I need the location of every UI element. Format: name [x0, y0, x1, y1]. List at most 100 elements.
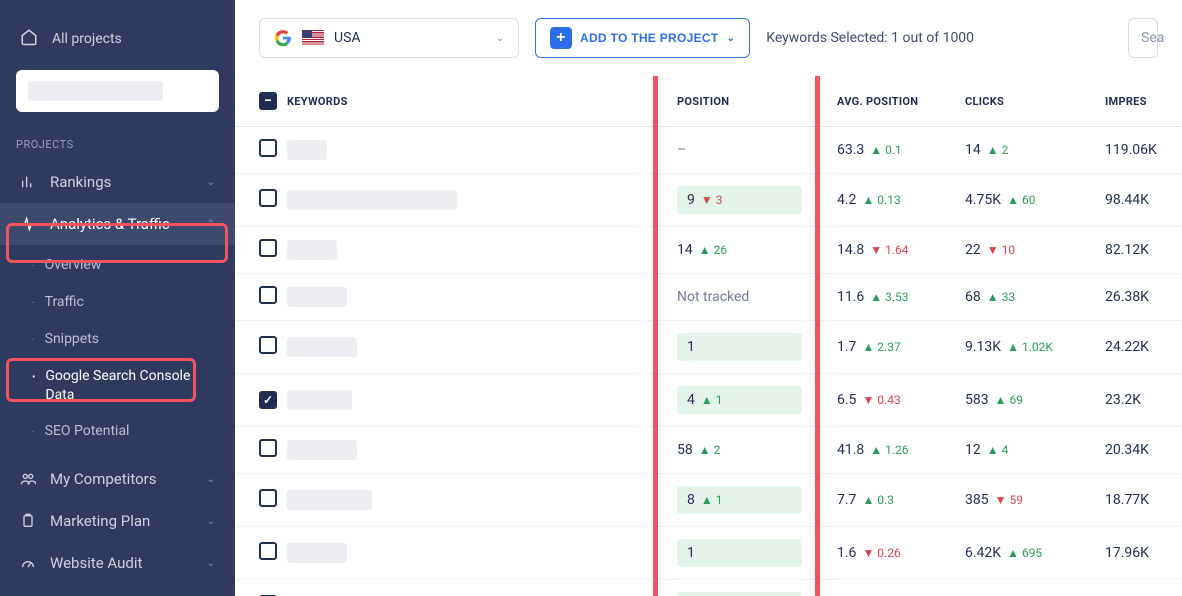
table-row: 4▲ 1 6.5▼ 0.43 583▲ 69 23.2K [235, 374, 1182, 427]
sub-label: Traffic [45, 293, 84, 312]
projects-section-label: PROJECTS [0, 130, 235, 161]
nav-label: Website Audit [50, 554, 142, 572]
sub-item-snippets[interactable]: · Snippets [0, 321, 235, 358]
impressions-value: 18.77K [1105, 492, 1177, 508]
sub-label: Overview [45, 256, 102, 275]
delta-down-icon: ▼ 1.64 [870, 243, 908, 257]
delta-up-icon: ▲ 69 [995, 393, 1023, 407]
keywords-table-wrap: KEYWORDS POSITION AVG. POSITION CLICKS I… [235, 76, 1182, 596]
th-keywords[interactable]: KEYWORDS [277, 76, 667, 127]
position-pill: 6▲ 2 [677, 592, 802, 596]
row-checkbox[interactable] [259, 239, 277, 257]
sub-item-gsc[interactable]: • Google Search Console Data [0, 358, 235, 414]
row-checkbox[interactable] [259, 336, 277, 354]
th-checkbox[interactable] [235, 76, 277, 127]
sidebar-item-competitors[interactable]: My Competitors ⌄ [0, 458, 235, 500]
position-value: 1 [687, 545, 695, 561]
keywords-table: KEYWORDS POSITION AVG. POSITION CLICKS I… [235, 76, 1182, 596]
delta-up-icon: ▲ 2 [699, 443, 721, 457]
all-projects-link[interactable]: All projects [0, 18, 235, 60]
country-label: USA [334, 30, 361, 46]
search-input[interactable]: Sea [1128, 18, 1158, 58]
sidebar-item-analytics[interactable]: Analytics & Traffic ⌃ [0, 203, 235, 245]
main-content: USA ⌄ + ADD TO THE PROJECT ⌄ Keywords Se… [235, 0, 1182, 596]
row-checkbox[interactable] [259, 189, 277, 207]
dot-icon: · [32, 330, 35, 348]
keyword-placeholder [287, 190, 457, 210]
sub-label: SEO Potential [45, 422, 130, 441]
position-value: 1 [687, 339, 695, 355]
dot-icon: · [32, 422, 35, 440]
table-row: 9▼ 3 4.2▲ 0.13 4.75K▲ 60 98.44K [235, 174, 1182, 227]
bars-icon [20, 174, 36, 190]
row-checkbox[interactable] [259, 286, 277, 304]
delta-down-icon: ▼ 59 [995, 493, 1023, 507]
clicks-value: 22▼ 10 [965, 242, 1085, 258]
selected-count: Keywords Selected: 1 out of 1000 [766, 30, 974, 46]
chevron-down-icon: ⌄ [496, 33, 504, 44]
impressions-value: 98.44K [1105, 192, 1177, 208]
sub-item-seo-potential[interactable]: · SEO Potential [0, 413, 235, 450]
position-value: 58▲ 2 [677, 442, 817, 458]
minus-icon [259, 92, 277, 110]
analytics-sub-list: · Overview · Traffic · Snippets • Google… [0, 245, 235, 458]
delta-up-icon: ▲ 33 [987, 290, 1015, 304]
row-checkbox[interactable] [259, 542, 277, 560]
delta-up-icon: ▲ 1.26 [870, 443, 908, 457]
delta-down-icon: ▼ 0.43 [862, 393, 900, 407]
clicks-value: 12▲ 4 [965, 442, 1085, 458]
google-icon [274, 29, 292, 47]
th-impressions[interactable]: IMPRES [1095, 76, 1182, 127]
th-avg-position[interactable]: AVG. POSITION [827, 76, 955, 127]
delta-up-icon: ▲ 695 [1007, 546, 1042, 560]
row-checkbox[interactable] [259, 489, 277, 507]
project-select[interactable] [16, 70, 219, 112]
keyword-placeholder [287, 337, 357, 357]
impressions-value: 24.22K [1105, 339, 1177, 355]
avg-position-value: 4.2▲ 0.13 [837, 192, 945, 208]
toolbar: USA ⌄ + ADD TO THE PROJECT ⌄ Keywords Se… [235, 0, 1182, 76]
delta-down-icon: ▼ 0.26 [862, 546, 900, 560]
us-flag-icon [302, 30, 324, 46]
delta-up-icon: ▲ 1 [701, 393, 723, 407]
table-row: 6▲ 2 8.8 416▲ 59 17.83K [235, 580, 1182, 596]
country-select[interactable]: USA ⌄ [259, 18, 519, 58]
sidebar-item-audit[interactable]: Website Audit ⌄ [0, 542, 235, 584]
sidebar-item-rankings[interactable]: Rankings ⌄ [0, 161, 235, 203]
delta-up-icon: ▲ 2 [987, 143, 1009, 157]
position-value: 8 [687, 492, 695, 508]
table-row: Not tracked 11.6▲ 3.53 68▲ 33 26.38K [235, 274, 1182, 321]
clicks-value: 68▲ 33 [965, 289, 1085, 305]
sidebar: All projects PROJECTS Rankings ⌄ Analyti… [0, 0, 235, 596]
chevron-up-icon: ⌃ [207, 219, 215, 230]
delta-up-icon: ▲ 1.02K [1007, 340, 1053, 354]
th-position[interactable]: POSITION [667, 76, 827, 127]
impressions-value: 119.06K [1105, 142, 1177, 158]
keyword-placeholder [287, 490, 372, 510]
keyword-placeholder [287, 287, 347, 307]
avg-position-value: 14.8▼ 1.64 [837, 242, 945, 258]
dot-icon: · [32, 256, 35, 274]
row-checkbox[interactable] [259, 439, 277, 457]
position-pill: 1 [677, 539, 802, 567]
sidebar-item-marketing[interactable]: Marketing Plan ⌄ [0, 500, 235, 542]
clicks-value: 14▲ 2 [965, 142, 1085, 158]
delta-down-icon: ▼ 3 [701, 193, 723, 207]
nav-label: Rankings [50, 173, 111, 191]
position-value: 4 [687, 392, 695, 408]
delta-down-icon: ▼ 10 [987, 243, 1015, 257]
add-to-project-button[interactable]: + ADD TO THE PROJECT ⌄ [535, 18, 750, 58]
sub-item-traffic[interactable]: · Traffic [0, 284, 235, 321]
table-row: 8▲ 1 7.7▲ 0.3 385▼ 59 18.77K [235, 474, 1182, 527]
row-checkbox[interactable] [259, 391, 277, 409]
sub-item-overview[interactable]: · Overview [0, 247, 235, 284]
delta-up-icon: ▲ 4 [987, 443, 1009, 457]
th-clicks[interactable]: CLICKS [955, 76, 1095, 127]
row-checkbox[interactable] [259, 139, 277, 157]
delta-up-icon: ▲ 0.13 [862, 193, 900, 207]
pulse-icon [20, 216, 36, 232]
position-value: – [677, 142, 686, 158]
keyword-placeholder [287, 440, 357, 460]
impressions-value: 23.2K [1105, 392, 1177, 408]
dot-icon: · [32, 293, 35, 311]
